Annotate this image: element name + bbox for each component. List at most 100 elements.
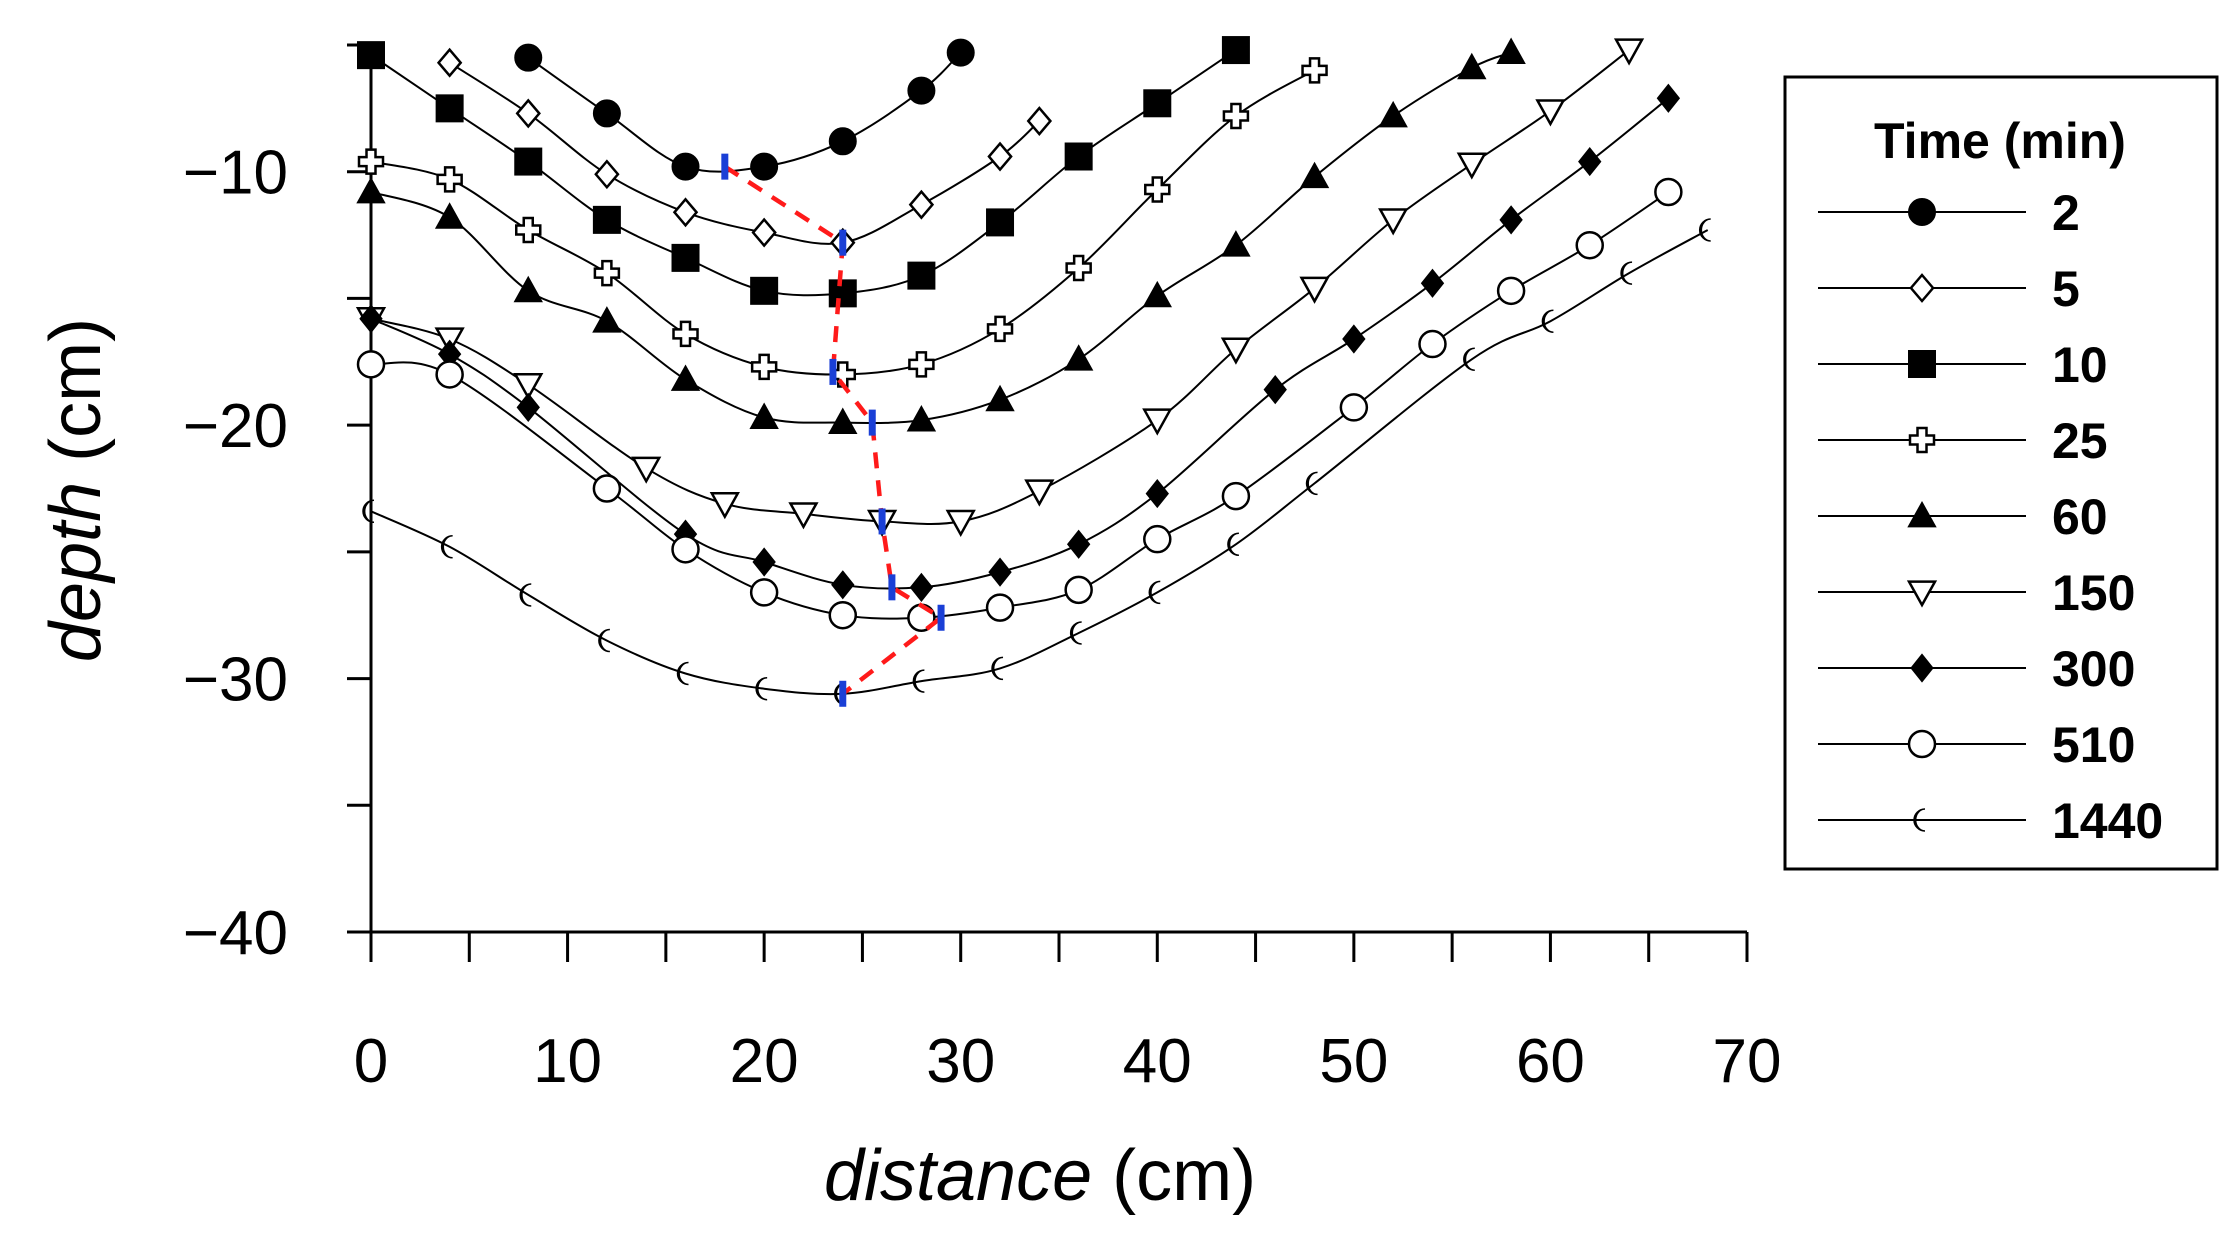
data-point-150	[788, 502, 819, 530]
data-point-150	[1142, 408, 1173, 436]
data-point-150	[513, 372, 544, 401]
data-point-510	[985, 593, 1015, 622]
data-point-1440	[362, 499, 375, 524]
series-25	[357, 57, 1328, 388]
data-point-60	[1378, 100, 1408, 128]
series-510	[356, 177, 1683, 632]
data-point-300	[1145, 478, 1169, 509]
data-point-25	[1222, 102, 1250, 130]
data-point-5	[908, 189, 935, 220]
data-point-300	[1656, 83, 1681, 113]
data-point-60	[670, 364, 701, 391]
data-point-5	[751, 217, 777, 248]
legend-label: 25	[2052, 413, 2108, 469]
legend-label: 10	[2052, 337, 2108, 393]
legend-marker-150	[1906, 580, 1938, 608]
series-line-60	[370, 51, 1512, 424]
legend-marker-1440	[1913, 808, 1926, 832]
data-point-10	[435, 94, 464, 123]
data-point-150	[1220, 337, 1252, 365]
data-point-1440	[1305, 471, 1318, 496]
data-point-300	[359, 304, 383, 334]
legend-item-150: 150	[1818, 565, 2135, 621]
series-10	[357, 36, 1250, 308]
legend-item-25: 25	[1818, 413, 2108, 469]
data-point-60	[828, 407, 858, 435]
data-point-510	[1143, 524, 1172, 554]
data-point-5	[672, 197, 699, 228]
data-point-1440	[519, 583, 532, 607]
legend-marker-5	[1909, 273, 1935, 303]
data-point-25	[750, 353, 778, 381]
series-layer	[355, 36, 1711, 706]
data-point-25	[593, 259, 621, 287]
data-point-510	[592, 474, 622, 503]
data-point-25	[515, 216, 542, 244]
x-tick-label: 60	[1516, 1027, 1585, 1096]
legend-marker-2	[1908, 198, 1936, 226]
tick-labels: 0 10 20 30 40 50 60 70 −10 −20 −30 −40	[183, 139, 1782, 1096]
x-tick-label: 10	[533, 1027, 602, 1096]
data-point-1440	[1463, 347, 1475, 372]
data-point-510	[749, 578, 779, 607]
data-point-10	[986, 208, 1015, 237]
data-point-150	[709, 492, 740, 520]
data-point-5	[987, 141, 1013, 172]
data-point-5	[436, 47, 463, 78]
y-tick-label: −30	[183, 646, 288, 715]
legend-item-10: 10	[1818, 337, 2108, 393]
x-tick-label: 0	[354, 1027, 388, 1096]
data-point-300	[752, 547, 776, 577]
x-tick-label: 70	[1713, 1027, 1782, 1096]
data-point-25	[436, 166, 463, 193]
data-point-60	[434, 202, 465, 229]
data-point-2	[946, 38, 975, 67]
series-line-25	[370, 69, 1316, 376]
data-point-10	[907, 261, 936, 290]
series-300	[359, 83, 1681, 602]
data-point-25	[1301, 57, 1328, 84]
data-point-1440	[1227, 532, 1239, 557]
data-point-300	[1420, 268, 1445, 298]
series-150	[355, 38, 1645, 538]
y-axis-title: depth (cm)	[36, 318, 116, 662]
legend-label: 5	[2052, 261, 2080, 317]
data-point-10	[828, 279, 857, 308]
y-tick-label: −40	[183, 899, 288, 968]
data-point-60	[513, 275, 543, 303]
data-point-5	[515, 98, 541, 129]
data-point-300	[516, 392, 540, 423]
data-point-150	[1024, 479, 1055, 507]
data-point-10	[1064, 142, 1093, 171]
data-point-150	[1378, 208, 1409, 236]
data-point-10	[1143, 89, 1172, 118]
data-point-25	[357, 148, 385, 175]
data-point-150	[945, 509, 976, 538]
x-tick-label: 50	[1319, 1027, 1388, 1096]
legend-title: Time (min)	[1874, 113, 2126, 169]
data-point-10	[671, 243, 700, 272]
x-axis-title: distance (cm)	[824, 1136, 1256, 1216]
data-point-510	[356, 350, 386, 379]
legend-label: 1440	[2052, 793, 2163, 849]
data-point-300	[1342, 324, 1366, 354]
data-point-300	[1066, 529, 1091, 559]
data-point-25	[672, 320, 699, 348]
data-point-60	[985, 384, 1015, 412]
data-point-300	[988, 557, 1012, 587]
data-point-510	[1221, 481, 1251, 511]
legend-item-1440: 1440	[1818, 793, 2163, 849]
data-point-510	[1339, 393, 1369, 422]
data-point-2	[592, 99, 621, 128]
series-line-10	[370, 49, 1237, 297]
data-point-1440	[912, 669, 925, 693]
data-point-60	[356, 176, 386, 204]
legend-label: 2	[2052, 185, 2080, 241]
legend-label: 150	[2052, 565, 2135, 621]
series-2	[514, 38, 975, 181]
data-point-510	[1418, 329, 1447, 359]
legend-marker-10	[1908, 350, 1936, 378]
data-point-300	[1263, 375, 1287, 405]
